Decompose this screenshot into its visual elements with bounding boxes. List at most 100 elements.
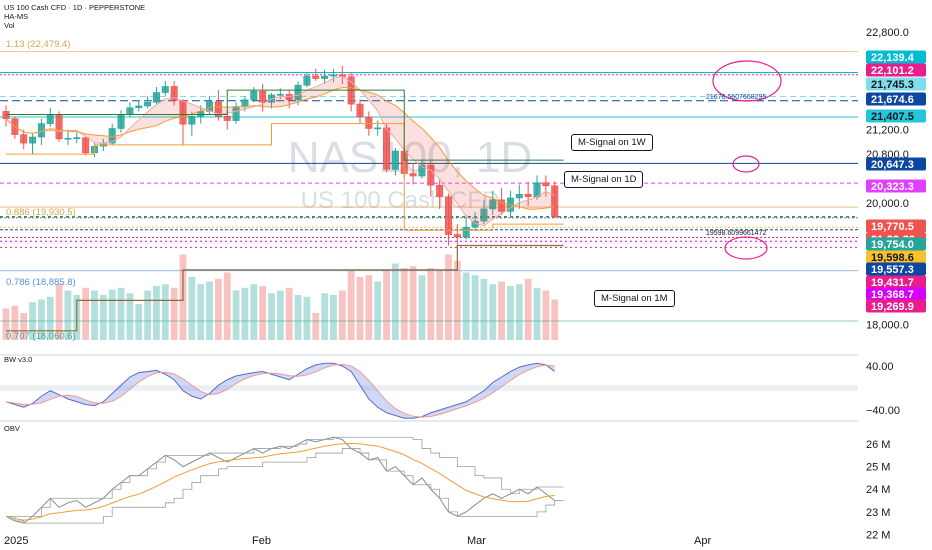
candle[interactable] — [250, 87, 258, 103]
volume-bar — [20, 313, 28, 340]
horizontal-levels — [0, 51, 858, 322]
price-tag[interactable]: 22,139.4 — [866, 50, 926, 65]
candle[interactable] — [135, 100, 143, 112]
price-tag[interactable]: 20,323.3 — [866, 179, 926, 194]
callout-msignal-1d[interactable]: M-Signal on 1D — [564, 171, 644, 188]
price-tag[interactable]: 21,674.6 — [866, 92, 926, 107]
candle[interactable] — [347, 71, 355, 112]
obv-tick-label: 25 M — [866, 462, 890, 474]
callout-msignal-1w[interactable]: M-Signal on 1W — [571, 134, 653, 151]
candle[interactable] — [179, 99, 187, 145]
candle[interactable] — [232, 102, 240, 124]
volume-bar — [347, 269, 355, 340]
candle[interactable] — [542, 175, 550, 197]
candle[interactable] — [214, 90, 222, 121]
price-tag-bg — [866, 287, 926, 301]
candle[interactable] — [498, 187, 506, 216]
price-tag[interactable]: 19,754.0 — [866, 237, 926, 252]
obv-panel: 26 M 25 M 24 M 23 M 22 M — [5, 436, 890, 541]
candle[interactable] — [170, 80, 178, 106]
price-tag[interactable]: 19,770.5 — [866, 219, 926, 234]
candle[interactable] — [383, 123, 391, 173]
price-tag[interactable]: 19,598.6 — [866, 250, 926, 265]
price-tag[interactable]: 19,269.9 — [866, 299, 926, 314]
candle[interactable] — [82, 135, 90, 156]
candle[interactable] — [462, 215, 470, 240]
price-tag-label: 19,269.9 — [871, 301, 914, 313]
candle[interactable] — [117, 110, 125, 133]
candle[interactable] — [303, 71, 311, 88]
candle[interactable] — [524, 181, 532, 206]
candle[interactable] — [391, 147, 399, 176]
candle[interactable] — [444, 193, 452, 246]
volume-bar — [533, 287, 541, 340]
line-label-21676: 21676.5607668295 — [706, 94, 766, 101]
volume-label[interactable]: Vol — [4, 21, 15, 30]
circle-annotation-mid[interactable] — [732, 155, 760, 173]
candle[interactable] — [480, 199, 488, 225]
price-tag[interactable]: 22,101.2 — [866, 63, 926, 78]
candle-body — [250, 91, 258, 101]
candle[interactable] — [294, 81, 302, 106]
candle[interactable] — [206, 96, 214, 115]
candle[interactable] — [515, 184, 523, 209]
candle[interactable] — [489, 190, 497, 216]
candle[interactable] — [46, 107, 54, 127]
candle-body — [374, 127, 382, 130]
indicator-label[interactable]: HA-MS — [4, 12, 29, 21]
panel-separator — [0, 420, 932, 422]
candle[interactable] — [152, 87, 160, 105]
price-tag[interactable]: 21,745.3 — [866, 77, 926, 92]
price-tag-bg — [866, 237, 926, 251]
time-label: Mar — [467, 535, 486, 547]
price-tag[interactable]: 21,407.5 — [866, 109, 926, 124]
candle[interactable] — [409, 163, 417, 185]
candle[interactable] — [2, 105, 10, 127]
time-label: 2025 — [4, 535, 28, 547]
symbol-title[interactable]: US 100 Cash CFD · 1D · PEPPERSTONE — [4, 3, 146, 12]
price-tag[interactable]: 20,647.3 — [866, 157, 926, 172]
panel-separator — [0, 354, 932, 356]
obv-panel-title[interactable]: OBV — [4, 424, 20, 433]
candle[interactable] — [329, 68, 337, 83]
obv-tick-label: 24 M — [866, 484, 890, 496]
volume-bar — [507, 286, 514, 340]
price-tag[interactable]: 19,431.7 — [866, 275, 926, 290]
volume-bar — [374, 281, 382, 340]
price-tag[interactable]: 19,557.3 — [866, 262, 926, 277]
candle[interactable] — [29, 132, 37, 155]
candle-body — [409, 173, 417, 177]
candle[interactable] — [64, 129, 72, 145]
circle-annotation-bottom[interactable] — [724, 236, 768, 260]
candle[interactable] — [161, 80, 169, 97]
candle-body — [126, 107, 134, 115]
bw-panel-title[interactable]: BW v3.0 — [4, 355, 33, 364]
candle[interactable] — [321, 69, 329, 84]
callout-msignal-1m[interactable]: M-Signal on 1M — [594, 290, 675, 307]
candle[interactable] — [20, 129, 28, 150]
bw-cloud — [6, 363, 555, 419]
candle[interactable] — [259, 83, 267, 112]
candle[interactable] — [188, 111, 196, 136]
candle[interactable] — [453, 224, 461, 249]
candle[interactable] — [418, 160, 426, 179]
volume-bar — [321, 293, 328, 340]
volume-bar — [551, 299, 559, 340]
price-tag-bg — [866, 50, 926, 64]
candle-body — [223, 115, 231, 121]
candle[interactable] — [55, 111, 63, 142]
candle[interactable] — [73, 132, 81, 144]
circle-annotation-top[interactable] — [712, 60, 782, 102]
volume-bar — [409, 266, 417, 340]
candle[interactable] — [126, 102, 134, 118]
price-tag[interactable]: 19,368.7 — [866, 287, 926, 302]
candle[interactable] — [144, 96, 152, 109]
candle[interactable] — [356, 99, 364, 124]
candle[interactable] — [427, 161, 435, 197]
candle[interactable] — [312, 68, 320, 81]
candle[interactable] — [551, 181, 559, 219]
candle[interactable] — [374, 120, 382, 136]
candle[interactable] — [285, 90, 293, 109]
candle[interactable] — [436, 178, 444, 209]
